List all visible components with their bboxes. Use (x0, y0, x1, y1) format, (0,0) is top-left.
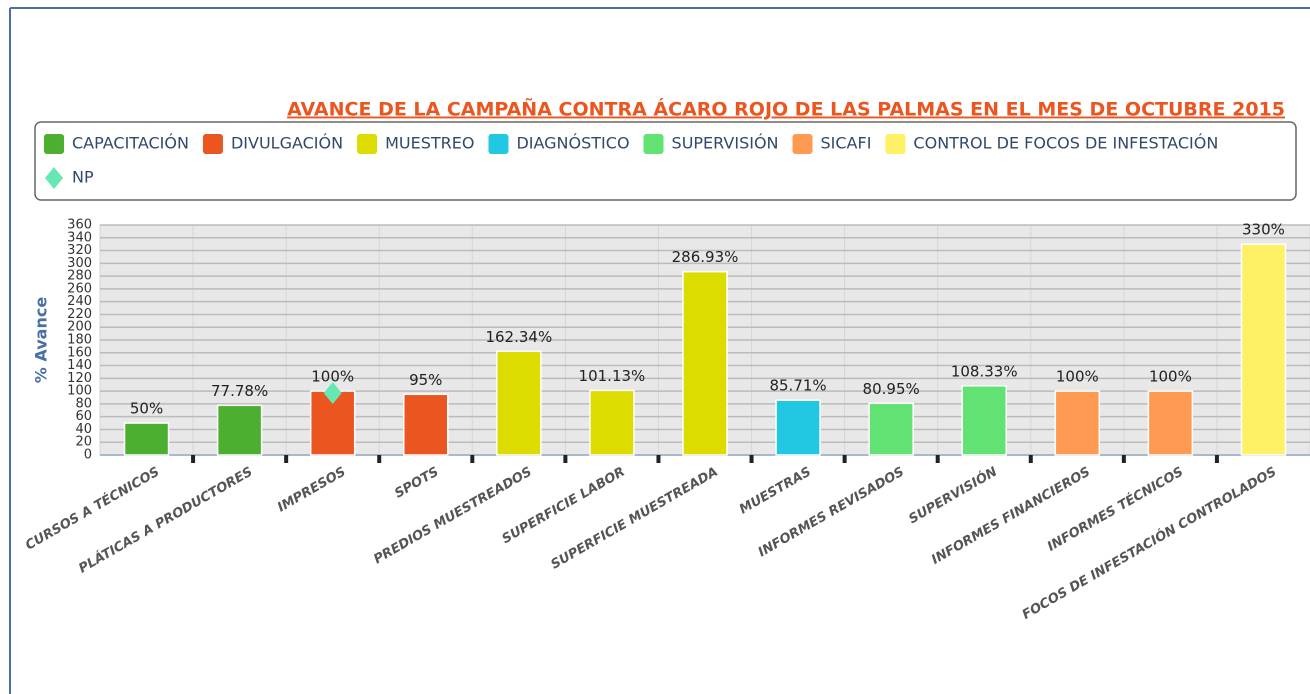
bar (589, 389, 635, 456)
legend-label: DIVULGACIÓN (231, 134, 343, 153)
y-tick-label: 180 (67, 333, 92, 348)
bar (1054, 390, 1101, 456)
y-tick-label: 300 (67, 256, 92, 271)
value-label: 95% (409, 371, 442, 389)
y-tick-label: 0 (84, 448, 92, 463)
x-tick-label: INFORMES FINANCIEROS (929, 465, 1093, 568)
value-label: 100% (1149, 368, 1192, 386)
x-tick (1214, 455, 1219, 463)
x-tick-label: MUESTRAS (737, 465, 814, 518)
y-tick-label: 140 (67, 358, 92, 373)
x-tick (1121, 455, 1126, 463)
x-tick-label: SUPERVISIÓN (906, 464, 1000, 528)
y-tick-label: 20 (75, 435, 92, 450)
legend-label: NP (72, 168, 94, 187)
x-tick (191, 455, 196, 463)
legend-swatch (792, 134, 813, 154)
y-tick-label: 340 (67, 230, 92, 245)
legend-swatch (202, 134, 223, 154)
x-tick (563, 455, 568, 463)
value-label: 85.71% (769, 377, 826, 395)
value-label: 162.34% (485, 328, 552, 346)
x-tick (656, 455, 661, 463)
value-label: 100% (1056, 368, 1099, 386)
legend-swatch (45, 167, 63, 189)
y-tick-label: 40 (75, 422, 92, 437)
x-tick (1028, 455, 1033, 463)
x-tick-label: SPOTS (392, 465, 441, 502)
x-tick-label: SUPERFICIE MUESTREADA (548, 465, 720, 573)
bar (961, 385, 1007, 456)
legend-label: DIAGNÓSTICO (516, 134, 629, 153)
y-tick-label: 120 (67, 371, 92, 386)
value-label: 80.95% (863, 380, 920, 398)
legend-label: SUPERVISIÓN (672, 134, 779, 153)
y-tick-label: 160 (67, 345, 92, 360)
value-label: 101.13% (579, 367, 646, 385)
bar (868, 402, 914, 456)
legend-swatch (643, 134, 664, 154)
x-tick-label: PLÁTICAS A PRODUCTORES (76, 464, 256, 577)
bar (403, 393, 449, 456)
value-label: 100% (311, 368, 354, 386)
bar (1240, 243, 1287, 456)
legend-box (34, 121, 1297, 201)
value-label: 330% (1242, 221, 1285, 239)
legend-label: MUESTREO (385, 134, 474, 153)
y-tick-label: 100 (67, 384, 92, 399)
y-axis-label: % Avance (32, 297, 51, 384)
y-tick-label: 220 (67, 307, 92, 322)
bar (775, 399, 821, 456)
y-tick-label: 60 (75, 409, 92, 424)
bar (1147, 390, 1194, 456)
y-tick-label: 200 (67, 320, 92, 335)
legend-label: SICAFI (821, 134, 872, 153)
y-tick-label: 320 (67, 243, 92, 258)
legend-swatch (357, 134, 378, 154)
bar (123, 422, 170, 456)
x-tick (749, 455, 754, 463)
x-tick (284, 455, 289, 463)
x-tick-label: IMPRESOS (275, 465, 348, 516)
legend-swatch (488, 134, 509, 154)
x-tick (935, 455, 940, 463)
x-tick-label: INFORMES REVISADOS (756, 465, 907, 561)
bar (496, 350, 542, 456)
x-tick-label: PREDIOS MUESTREADOS (371, 465, 534, 568)
x-tick (377, 455, 382, 463)
y-tick-label: 80 (75, 396, 92, 411)
y-tick-label: 240 (67, 294, 92, 309)
value-label: 50% (130, 400, 163, 418)
legend-label: CAPACITACIÓN (72, 134, 189, 153)
np-marker (323, 382, 342, 405)
value-label: 108.33% (951, 362, 1018, 380)
chart-title: AVANCE DE LA CAMPAÑA CONTRA ÁCARO ROJO D… (287, 97, 1285, 121)
y-tick-label: 360 (67, 218, 92, 233)
bar (682, 270, 728, 456)
bar (216, 404, 263, 456)
value-label: 286.93% (672, 248, 739, 266)
y-tick-label: 260 (67, 281, 92, 296)
legend-swatch (44, 134, 64, 154)
value-label: 77.78% (211, 382, 268, 400)
y-tick-label: 280 (67, 269, 92, 284)
x-tick (470, 455, 475, 463)
legend-label: CONTROL DE FOCOS DE INFESTACIÓN (913, 134, 1218, 153)
x-tick (842, 455, 847, 463)
legend-swatch (885, 134, 906, 154)
